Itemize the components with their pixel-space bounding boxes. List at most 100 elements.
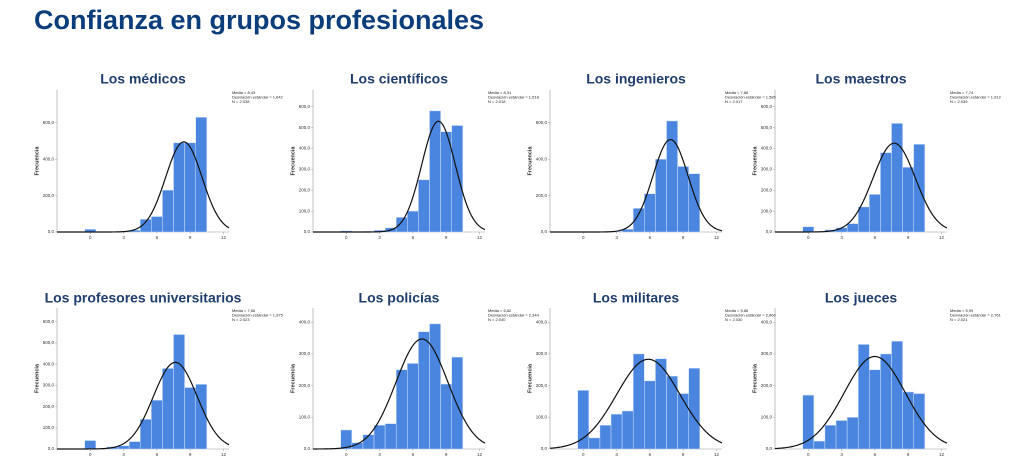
y-tick-label: 300,0 bbox=[536, 351, 548, 356]
y-tick-label: 400,0 bbox=[43, 361, 55, 366]
y-tick-label: 0,0 bbox=[304, 446, 311, 451]
y-tick-label: 100,0 bbox=[536, 415, 548, 420]
y-axis-label: Frecuencia bbox=[752, 363, 758, 393]
x-tick-label: 3 bbox=[840, 235, 843, 240]
x-tick-label: 12 bbox=[714, 235, 720, 240]
stats-label: Media = 8,43 bbox=[232, 90, 256, 95]
y-tick-label: 300,0 bbox=[299, 167, 311, 172]
histogram-panel: Los profesores universitarios Frecuencia 0… bbox=[34, 290, 283, 457]
stats-label: Media = 6,82 bbox=[488, 308, 512, 313]
bar bbox=[869, 369, 881, 450]
x-tick-label: 0 bbox=[345, 452, 348, 457]
stats-label: Desviación estándar = 1,912 bbox=[950, 95, 1002, 100]
y-tick-label: 300,0 bbox=[43, 383, 55, 388]
y-tick-label: 300,0 bbox=[761, 351, 773, 356]
bar bbox=[835, 420, 848, 450]
x-tick-label: 9 bbox=[682, 235, 685, 240]
bar bbox=[688, 367, 701, 450]
y-tick-label: 300,0 bbox=[299, 351, 311, 356]
stats-label: N = 2.038 bbox=[232, 99, 250, 104]
x-tick-label: 12 bbox=[477, 452, 483, 457]
y-tick-label: 0,0 bbox=[48, 446, 55, 451]
stats-label: N = 2.023 bbox=[232, 317, 250, 322]
histogram-panel: Los médicos Frecuencia 0,0 200,0 400,0 600,0 0… bbox=[34, 71, 283, 240]
bar bbox=[395, 369, 408, 450]
bar bbox=[151, 399, 163, 450]
y-tick-label: 200,0 bbox=[761, 383, 773, 388]
x-tick-label: 12 bbox=[714, 452, 720, 457]
x-tick-label: 9 bbox=[907, 235, 910, 240]
bar bbox=[407, 363, 419, 450]
x-tick-label: 3 bbox=[840, 452, 843, 457]
x-tick-label: 12 bbox=[939, 452, 945, 457]
bar bbox=[644, 193, 656, 233]
chart-title: Los militares bbox=[593, 290, 680, 306]
stats-label: Media = 5,99 bbox=[950, 308, 974, 313]
bar bbox=[184, 387, 196, 450]
bar bbox=[846, 417, 859, 450]
x-tick-label: 6 bbox=[156, 452, 159, 457]
histogram-panel: Los científicosFrecuencia0,0100,0200,030… bbox=[290, 71, 539, 240]
chart-title: Los maestros bbox=[815, 71, 906, 87]
y-tick-label: 600,0 bbox=[761, 104, 773, 109]
bar bbox=[162, 368, 174, 450]
bar bbox=[621, 410, 634, 450]
y-tick-label: 200,0 bbox=[299, 187, 311, 192]
bar bbox=[588, 437, 601, 450]
stats-label: N = 2.030 bbox=[725, 317, 743, 322]
bar bbox=[688, 173, 701, 233]
y-tick-label: 200,0 bbox=[299, 383, 311, 388]
y-tick-label: 600,0 bbox=[536, 120, 548, 125]
y-tick-label: 400,0 bbox=[761, 146, 773, 151]
histogram-panel: Los militares Frecuencia 0,0 100,0 200,0 300,… bbox=[527, 290, 776, 457]
stats-label: N = 2.021 bbox=[950, 317, 968, 322]
bar bbox=[857, 206, 870, 233]
y-tick-label: 400,0 bbox=[299, 319, 311, 324]
chart-title: Los profesores universitarios bbox=[45, 290, 242, 306]
x-tick-label: 6 bbox=[156, 235, 159, 240]
stats-label: N = 2.017 bbox=[725, 99, 743, 104]
normal-curve bbox=[774, 355, 948, 450]
x-tick-label: 6 bbox=[412, 235, 415, 240]
y-tick-label: 400,0 bbox=[536, 319, 548, 324]
x-tick-label: 0 bbox=[345, 235, 348, 240]
bar bbox=[902, 391, 914, 450]
y-tick-label: 0,0 bbox=[541, 446, 548, 451]
bar bbox=[173, 334, 185, 450]
y-tick-label: 400,0 bbox=[43, 156, 55, 161]
stats-label: Media = 7,74 bbox=[950, 90, 974, 95]
stats-label: Desviación estándar = 1,642 bbox=[232, 95, 284, 100]
x-tick-label: 12 bbox=[939, 235, 945, 240]
bar bbox=[395, 217, 408, 233]
y-tick-label: 100,0 bbox=[761, 208, 773, 213]
x-tick-label: 9 bbox=[189, 452, 192, 457]
y-tick-label: 0,0 bbox=[766, 446, 773, 451]
bar bbox=[440, 131, 452, 233]
bar bbox=[139, 419, 152, 450]
bar bbox=[418, 179, 430, 233]
chart-title: Los científicos bbox=[350, 71, 448, 87]
stats-label: Desviación estándar = 2,761 bbox=[950, 313, 1002, 318]
x-tick-label: 6 bbox=[874, 452, 877, 457]
bar bbox=[891, 123, 903, 233]
y-tick-label: 200,0 bbox=[43, 404, 55, 409]
y-tick-label: 500,0 bbox=[761, 125, 773, 130]
bar bbox=[869, 194, 881, 233]
stats-label: Media = 8,31 bbox=[488, 90, 512, 95]
bar bbox=[451, 125, 464, 233]
stats-label: Media = 5,86 bbox=[725, 308, 749, 313]
y-axis-label: Frecuencia bbox=[527, 363, 533, 393]
x-tick-label: 0 bbox=[807, 235, 810, 240]
bar bbox=[880, 152, 892, 233]
bar bbox=[429, 323, 441, 450]
y-tick-label: 500,0 bbox=[43, 340, 55, 345]
chart-title: Los policías bbox=[359, 290, 440, 306]
bar bbox=[677, 166, 689, 233]
bar bbox=[891, 341, 903, 450]
normal-curve bbox=[313, 338, 486, 450]
chart-title: Los ingenieros bbox=[586, 71, 686, 87]
x-tick-label: 12 bbox=[477, 235, 483, 240]
normal-curve bbox=[549, 358, 723, 449]
bar bbox=[173, 142, 185, 233]
